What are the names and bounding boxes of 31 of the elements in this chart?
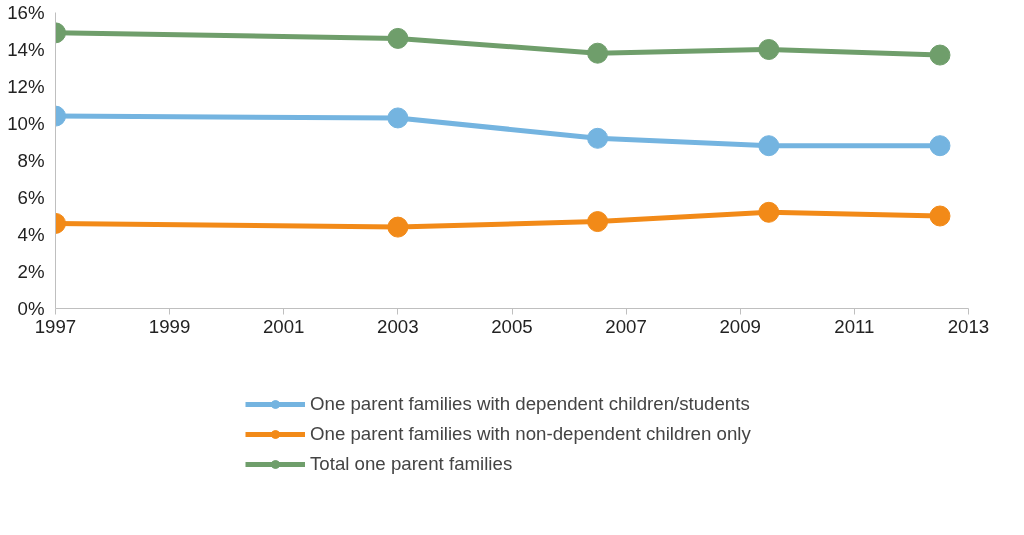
x-tick-label: 2005 bbox=[491, 315, 533, 337]
point bbox=[929, 135, 951, 157]
point bbox=[587, 211, 609, 233]
y-tick-label: 16% bbox=[7, 2, 45, 23]
y-tick-label: 14% bbox=[7, 39, 45, 60]
x-tick-label: 2003 bbox=[377, 315, 419, 337]
x-tick-label: 2001 bbox=[263, 315, 305, 337]
x-tick-label: 1999 bbox=[148, 315, 191, 337]
x-tick-label: 2007 bbox=[605, 315, 647, 337]
legend-label: Total one parent families bbox=[310, 453, 513, 475]
x-tick-label: 2013 bbox=[947, 315, 990, 337]
y-tick-label: 8% bbox=[17, 150, 45, 171]
point bbox=[929, 44, 951, 66]
x-tick-label: 2009 bbox=[719, 315, 762, 337]
point bbox=[758, 39, 780, 60]
y-tick-label: 10% bbox=[7, 113, 45, 134]
y-tick-label: 2% bbox=[17, 261, 45, 282]
x-tick-label: 2011 bbox=[834, 315, 875, 337]
point bbox=[387, 216, 409, 238]
y-tick-label: 4% bbox=[17, 224, 45, 245]
point bbox=[387, 107, 409, 129]
legend-label: One parent families with dependent children/students bbox=[310, 393, 750, 415]
legend-label: One parent families with non-dependent children only bbox=[310, 423, 751, 445]
point bbox=[587, 42, 609, 64]
y-tick-label: 6% bbox=[17, 187, 45, 208]
y-tick-label: 12% bbox=[7, 76, 45, 97]
point bbox=[758, 201, 780, 223]
point bbox=[387, 27, 409, 49]
point bbox=[587, 127, 609, 149]
point bbox=[929, 205, 951, 227]
point bbox=[758, 135, 780, 157]
